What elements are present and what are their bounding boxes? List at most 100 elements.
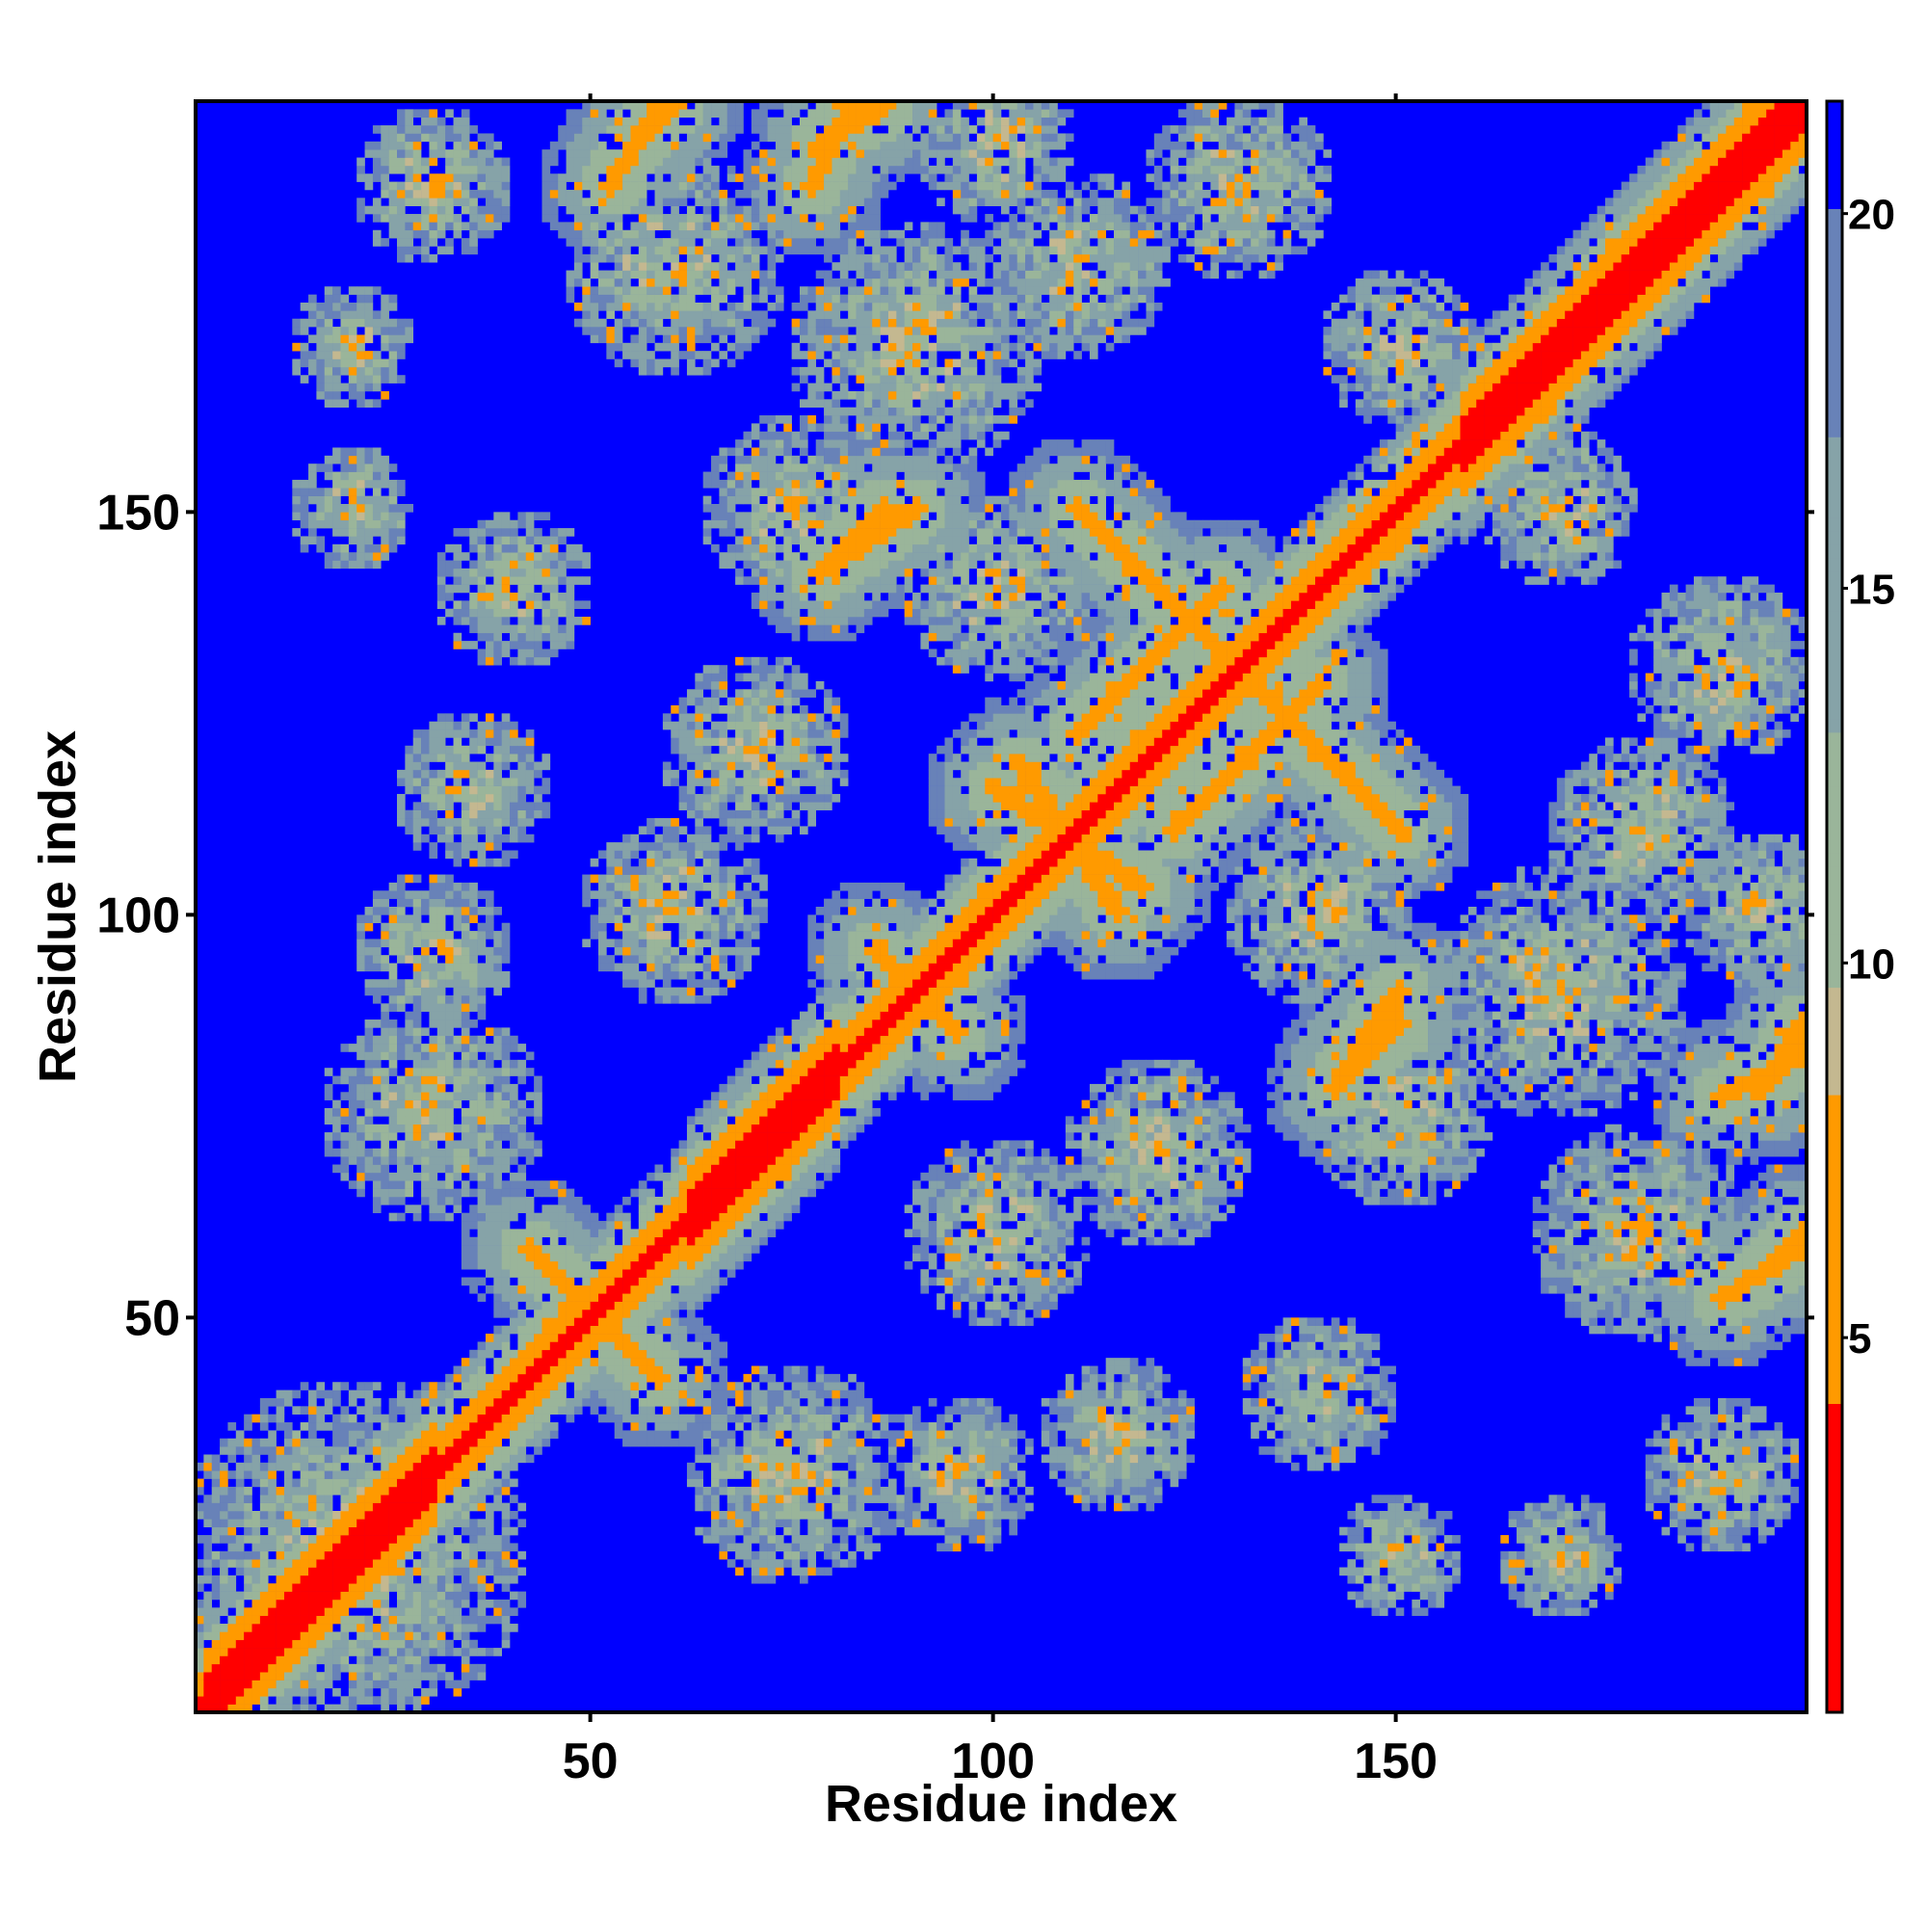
heatmap-cell	[525, 834, 535, 843]
heatmap-cell	[647, 270, 655, 279]
heatmap-cell	[412, 987, 422, 996]
heatmap-cell	[251, 1680, 261, 1689]
heatmap-cell	[477, 1059, 487, 1069]
heatmap-cell	[324, 1519, 333, 1528]
heatmap-cell	[654, 922, 664, 932]
heatmap-cell	[558, 641, 567, 649]
heatmap-cell	[381, 1704, 389, 1712]
heatmap-cell	[662, 327, 672, 335]
heatmap-cell	[702, 834, 712, 843]
heatmap-cell	[445, 584, 454, 594]
heatmap-cell	[445, 946, 454, 956]
heatmap-cell	[453, 1011, 462, 1020]
heatmap-cell	[671, 181, 679, 191]
heatmap-cell	[477, 1196, 487, 1205]
heatmap-cell	[638, 858, 647, 867]
heatmap-cell	[235, 1430, 245, 1440]
heatmap-cell	[300, 318, 309, 328]
heatmap-cell	[582, 1334, 591, 1342]
heatmap-cell	[397, 1591, 406, 1601]
heatmap-cell	[436, 1156, 446, 1165]
heatmap-cell	[356, 1639, 365, 1649]
heatmap-cell	[702, 737, 712, 747]
heatmap-cell	[364, 1599, 374, 1608]
heatmap-cell	[614, 1406, 623, 1415]
heatmap-cell	[421, 1172, 430, 1181]
heatmap-cell	[429, 994, 438, 1004]
heatmap-cell	[606, 890, 616, 899]
heatmap-cell	[630, 1317, 640, 1327]
heatmap-cell	[719, 1253, 728, 1262]
heatmap-cell	[469, 1099, 478, 1109]
heatmap-cell	[469, 1051, 478, 1061]
heatmap-cell	[397, 205, 406, 215]
heatmap-cell	[364, 1672, 374, 1681]
heatmap-cell	[332, 1599, 341, 1608]
heatmap-cell	[300, 1591, 309, 1601]
heatmap-cell	[381, 922, 389, 932]
heatmap-cell	[461, 842, 470, 851]
heatmap-cell	[638, 994, 647, 1004]
heatmap-cell	[461, 1462, 470, 1471]
heatmap-cell	[485, 946, 494, 956]
heatmap-cell	[405, 1567, 414, 1576]
heatmap-cell	[606, 1389, 616, 1399]
heatmap-cell	[259, 1414, 269, 1423]
heatmap-cell	[300, 358, 309, 368]
heatmap-cell	[381, 1019, 389, 1028]
heatmap-cell	[372, 890, 382, 899]
heatmap-cell	[606, 1221, 616, 1230]
heatmap-cell	[364, 1583, 374, 1592]
heatmap-cell	[292, 1607, 301, 1616]
heatmap-cell	[485, 1059, 494, 1069]
heatmap-cell	[244, 1680, 252, 1689]
heatmap-cell	[405, 222, 414, 231]
heatmap-cell	[381, 1550, 389, 1560]
heatmap-cell	[590, 334, 599, 344]
heatmap-cell	[566, 1293, 575, 1302]
heatmap-cell	[372, 455, 382, 464]
heatmap-cell	[695, 1495, 703, 1503]
heatmap-cell	[332, 1148, 341, 1157]
heatmap-cell	[283, 1696, 293, 1705]
heatmap-cell	[510, 1543, 518, 1552]
heatmap-cell	[638, 939, 647, 948]
heatmap-cell	[598, 1414, 607, 1423]
heatmap-cell	[654, 310, 664, 320]
heatmap-cell	[582, 1293, 591, 1302]
heatmap-cell	[381, 1462, 389, 1471]
heatmap-cell	[461, 970, 470, 980]
heatmap-cell	[549, 1365, 559, 1375]
heatmap-cell	[461, 1382, 470, 1390]
heatmap-cell	[606, 1341, 616, 1351]
heatmap-cell	[686, 1188, 696, 1198]
heatmap-cell	[485, 963, 494, 972]
heatmap-cell	[429, 1051, 438, 1061]
heatmap-cell	[292, 1575, 301, 1584]
heatmap-cell	[477, 1075, 487, 1085]
heatmap-cell	[606, 1260, 616, 1270]
heatmap-cell	[461, 1567, 470, 1576]
heatmap-cell	[220, 1663, 228, 1673]
heatmap-cell	[622, 1293, 631, 1302]
heatmap-cell	[220, 1567, 228, 1576]
heatmap-cell	[654, 1373, 664, 1383]
heatmap-cell	[397, 1696, 406, 1705]
heatmap-cell	[445, 1502, 454, 1512]
heatmap-cell	[324, 334, 333, 344]
heatmap-cell	[381, 165, 389, 174]
heatmap-cell	[397, 1535, 406, 1544]
heatmap-cell	[493, 1116, 502, 1125]
heatmap-cell	[308, 488, 317, 496]
heatmap-cell	[388, 1550, 398, 1560]
heatmap-cell	[381, 125, 389, 134]
heatmap-cell	[517, 769, 527, 779]
heatmap-cell	[525, 1406, 535, 1415]
heatmap-cell	[388, 994, 398, 1004]
heatmap-cell	[316, 1591, 326, 1601]
heatmap-cell	[662, 1365, 672, 1375]
heatmap-cell	[630, 842, 640, 851]
heatmap-cell	[525, 1277, 535, 1286]
heatmap-cell	[412, 922, 422, 932]
heatmap-cell	[671, 1245, 679, 1254]
